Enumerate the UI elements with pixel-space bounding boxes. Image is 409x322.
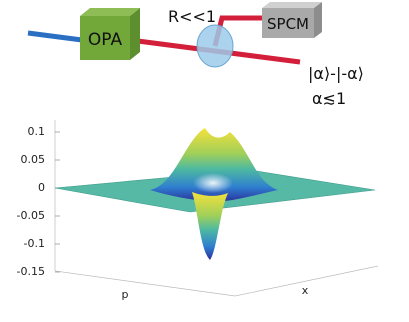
axis-box (54, 120, 379, 297)
beam-splitter (196, 24, 234, 68)
state-label: |α⟩-|-α⟩ (308, 64, 364, 83)
z-tick-label: -0.05 (17, 209, 45, 222)
x-axis-label: x (302, 284, 309, 297)
pump-beam (27, 30, 83, 43)
z-tick-label: 0.05 (21, 153, 46, 166)
spcm-side (314, 2, 322, 38)
splitter-label: R<<1 (168, 7, 216, 26)
p-axis-label: p (122, 288, 129, 301)
z-tick-label: -0.15 (17, 265, 45, 278)
positive-lobes (150, 128, 278, 202)
negative-dip (192, 192, 228, 260)
spcm-label: SPCM (267, 15, 309, 33)
opa-box (80, 16, 130, 60)
z-tick-label: 0.1 (28, 125, 46, 138)
highlight (193, 173, 233, 193)
amplitude-label: α≲1 (312, 89, 346, 108)
opa-side (130, 8, 140, 60)
spcm-top (262, 2, 322, 8)
opa-label: OPA (88, 30, 123, 50)
spcm-box (262, 8, 314, 38)
z-tick-label: 0 (38, 181, 45, 194)
opa-top (80, 8, 140, 16)
z-tick-label: -0.1 (24, 237, 45, 250)
